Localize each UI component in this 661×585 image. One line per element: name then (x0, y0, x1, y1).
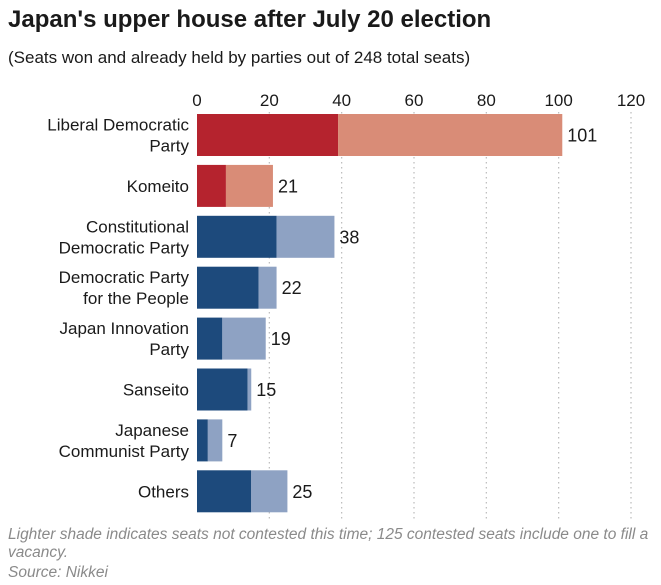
chart-note: Lighter shade indicates seats not contes… (8, 526, 649, 561)
bar-won (197, 470, 252, 513)
bar-won (197, 215, 277, 258)
data-label: 38 (339, 227, 359, 247)
category-label: Japanese (115, 421, 189, 440)
category-label: Japan Innovation (60, 319, 190, 338)
bar-held (247, 368, 252, 411)
category-label: Constitutional (86, 217, 189, 236)
data-label: 19 (271, 329, 291, 349)
category-label: for the People (83, 289, 189, 308)
bar-chart: 0 20 40 60 80 100 120 101 Liberal Democratic Part… (47, 91, 645, 520)
category-label: Democratic Party (59, 268, 190, 287)
category-label: Sanseito (123, 381, 189, 400)
category-label: Party (149, 137, 189, 156)
category-label: Democratic Party (59, 238, 190, 257)
x-tick-label: 20 (260, 91, 279, 110)
bar-won (197, 266, 259, 309)
category-label: Komeito (127, 177, 189, 196)
bar-won (197, 368, 248, 411)
bar-held (207, 419, 223, 462)
bar-won (197, 164, 226, 207)
bar-won (197, 317, 223, 360)
category-label: Others (138, 482, 189, 501)
x-tick-label: 0 (192, 91, 201, 110)
chart-subtitle: (Seats won and already held by parties o… (8, 48, 471, 67)
category-label: Liberal Democratic (47, 116, 189, 135)
x-tick-label: 80 (477, 91, 496, 110)
bar-held (222, 317, 266, 360)
data-label: 7 (227, 431, 237, 451)
x-tick-label: 60 (405, 91, 424, 110)
category-label: Party (149, 340, 189, 359)
bar-held (276, 215, 335, 258)
bar-held (338, 114, 563, 156)
bar-held (258, 266, 277, 309)
bar-won (197, 114, 339, 156)
data-label: 25 (292, 482, 312, 502)
x-tick-label: 40 (332, 91, 351, 110)
bar-held (225, 164, 273, 207)
chart-source: Source: Nikkei (8, 564, 108, 581)
bar-won (197, 419, 208, 462)
category-label: Communist Party (59, 442, 190, 461)
x-tick-label: 120 (617, 91, 645, 110)
data-label: 15 (256, 380, 276, 400)
data-label: 21 (278, 176, 298, 196)
data-label: 22 (282, 278, 302, 298)
chart-title: Japan's upper house after July 20 electi… (8, 6, 492, 33)
data-label: 101 (567, 126, 597, 146)
bar-held (251, 470, 288, 513)
x-tick-label: 100 (544, 91, 572, 110)
